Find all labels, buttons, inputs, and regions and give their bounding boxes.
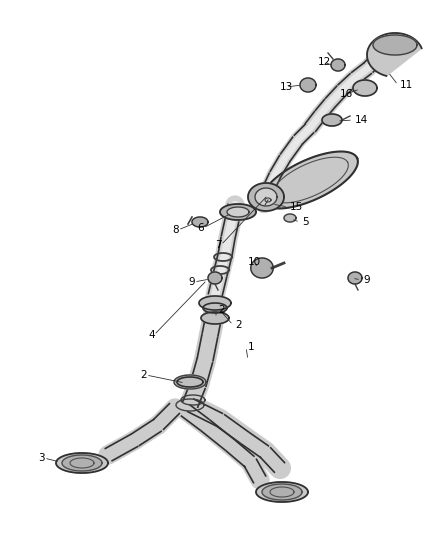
Text: 11: 11	[400, 80, 413, 90]
Text: 15: 15	[290, 202, 303, 212]
Polygon shape	[174, 375, 206, 389]
Polygon shape	[203, 303, 227, 313]
Text: 7: 7	[215, 240, 222, 250]
Polygon shape	[220, 204, 256, 220]
Text: 3: 3	[38, 453, 45, 463]
Polygon shape	[201, 312, 229, 324]
Text: 4: 4	[148, 330, 155, 340]
Polygon shape	[56, 453, 108, 473]
Polygon shape	[208, 272, 222, 284]
Text: 2: 2	[235, 320, 242, 330]
Polygon shape	[199, 296, 231, 310]
Text: 1: 1	[248, 342, 254, 352]
Text: 16: 16	[340, 89, 353, 99]
Text: 8: 8	[172, 225, 179, 235]
Polygon shape	[353, 80, 377, 96]
Text: 9: 9	[188, 277, 194, 287]
Polygon shape	[262, 151, 358, 208]
Polygon shape	[373, 35, 417, 55]
Polygon shape	[255, 188, 277, 206]
Polygon shape	[284, 214, 296, 222]
Text: 5: 5	[302, 217, 309, 227]
Text: 10: 10	[248, 257, 261, 267]
Polygon shape	[62, 455, 102, 471]
Polygon shape	[248, 183, 284, 211]
Polygon shape	[322, 114, 342, 126]
Polygon shape	[177, 377, 203, 387]
Polygon shape	[256, 482, 308, 502]
Text: 12: 12	[318, 57, 331, 67]
Polygon shape	[251, 258, 273, 278]
Polygon shape	[192, 217, 208, 227]
Text: 13: 13	[280, 82, 293, 92]
Polygon shape	[367, 33, 422, 76]
Polygon shape	[262, 484, 302, 500]
Polygon shape	[348, 272, 362, 284]
Polygon shape	[331, 59, 345, 71]
Text: 6: 6	[197, 223, 204, 233]
Polygon shape	[227, 207, 249, 217]
Text: 9: 9	[363, 275, 370, 285]
Text: 14: 14	[355, 115, 368, 125]
Text: 2: 2	[218, 305, 225, 315]
Text: 2: 2	[140, 370, 147, 380]
Polygon shape	[300, 78, 316, 92]
